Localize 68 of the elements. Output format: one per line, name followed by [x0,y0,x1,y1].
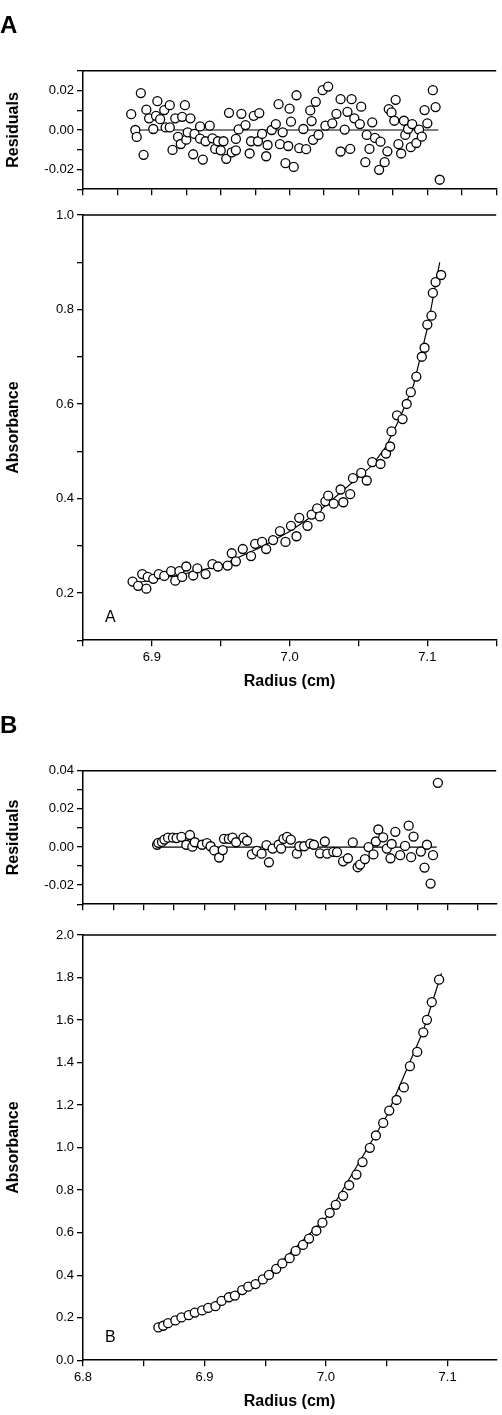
y-tick-label: 0.6 [55,1224,74,1240]
y-tick-label: 0.0 [55,1351,74,1367]
y-tick-label: 1.6 [55,1011,74,1027]
point [297,1239,309,1251]
y-tick-label: 1.8 [55,969,74,985]
point [229,1290,241,1301]
x-tick-label: 6.9 [195,1368,214,1384]
point [370,1130,382,1141]
y-tick-label: 1.0 [55,206,74,222]
y-axis-title: Absorbance [4,381,22,474]
point [277,1258,288,1269]
point [398,1082,409,1093]
point [378,1117,389,1129]
annotation: A [105,608,116,626]
point [303,1233,315,1244]
y-axis-title: Residuals [4,799,22,876]
point [337,1190,349,1202]
y-tick-label: 0.02 [48,82,74,98]
y-tick-label: -0.02 [44,161,74,177]
y-tick-label: 0.2 [55,584,74,600]
x-axis-title: Radius (cm) [243,1391,336,1409]
y-tick-label: 1.0 [55,1139,74,1155]
point [404,1061,416,1072]
y-tick-label: 0.00 [48,121,74,137]
x-tick-label: 6.8 [73,1368,93,1384]
point [421,1014,433,1025]
point [263,1269,275,1281]
y-tick-label: 0.2 [55,1309,74,1325]
y-tick-label: 0.6 [55,395,74,411]
x-axis-title: Radius (cm) [243,671,336,689]
point [418,1027,429,1038]
y-tick-label: 0.04 [48,762,74,778]
point [317,1217,328,1228]
point [426,997,437,1008]
point [351,1169,362,1180]
x-tick-label: 7.0 [280,648,299,664]
x-tick-label: 6.9 [142,648,161,664]
point [324,1207,335,1219]
y-tick-label: 0.8 [55,301,74,317]
y-tick-label: 0.8 [55,1181,74,1197]
point [284,1253,295,1264]
y-tick-label: 0.4 [55,1266,74,1282]
point [344,1180,355,1191]
point [330,1199,341,1210]
x-tick-label: 7.1 [438,1368,457,1384]
y-tick-label: 0.4 [55,490,74,506]
point [433,974,445,985]
y-tick-label: 1.4 [55,1054,74,1070]
y-tick-label: -0.02 [44,876,74,892]
y-tick-label: 1.2 [55,1096,74,1112]
point [311,1225,322,1236]
y-axis-title: Absorbance [4,1101,22,1194]
y-axis-title: Residuals [4,92,22,168]
y-tick-label: 0.00 [48,838,74,854]
y-tick-label: 2.0 [55,926,74,942]
point [290,1245,301,1257]
point [412,1046,423,1058]
point [250,1278,261,1290]
x-tick-label: 7.1 [418,648,437,664]
annotation: B [105,1328,116,1346]
y-tick-label: 0.02 [48,800,74,816]
point [384,1105,395,1116]
point [357,1156,368,1168]
point [364,1142,375,1153]
point [391,1094,402,1106]
chart-title: B [0,711,18,739]
x-tick-label: 7.0 [317,1368,336,1384]
chart-title: A [0,11,18,39]
